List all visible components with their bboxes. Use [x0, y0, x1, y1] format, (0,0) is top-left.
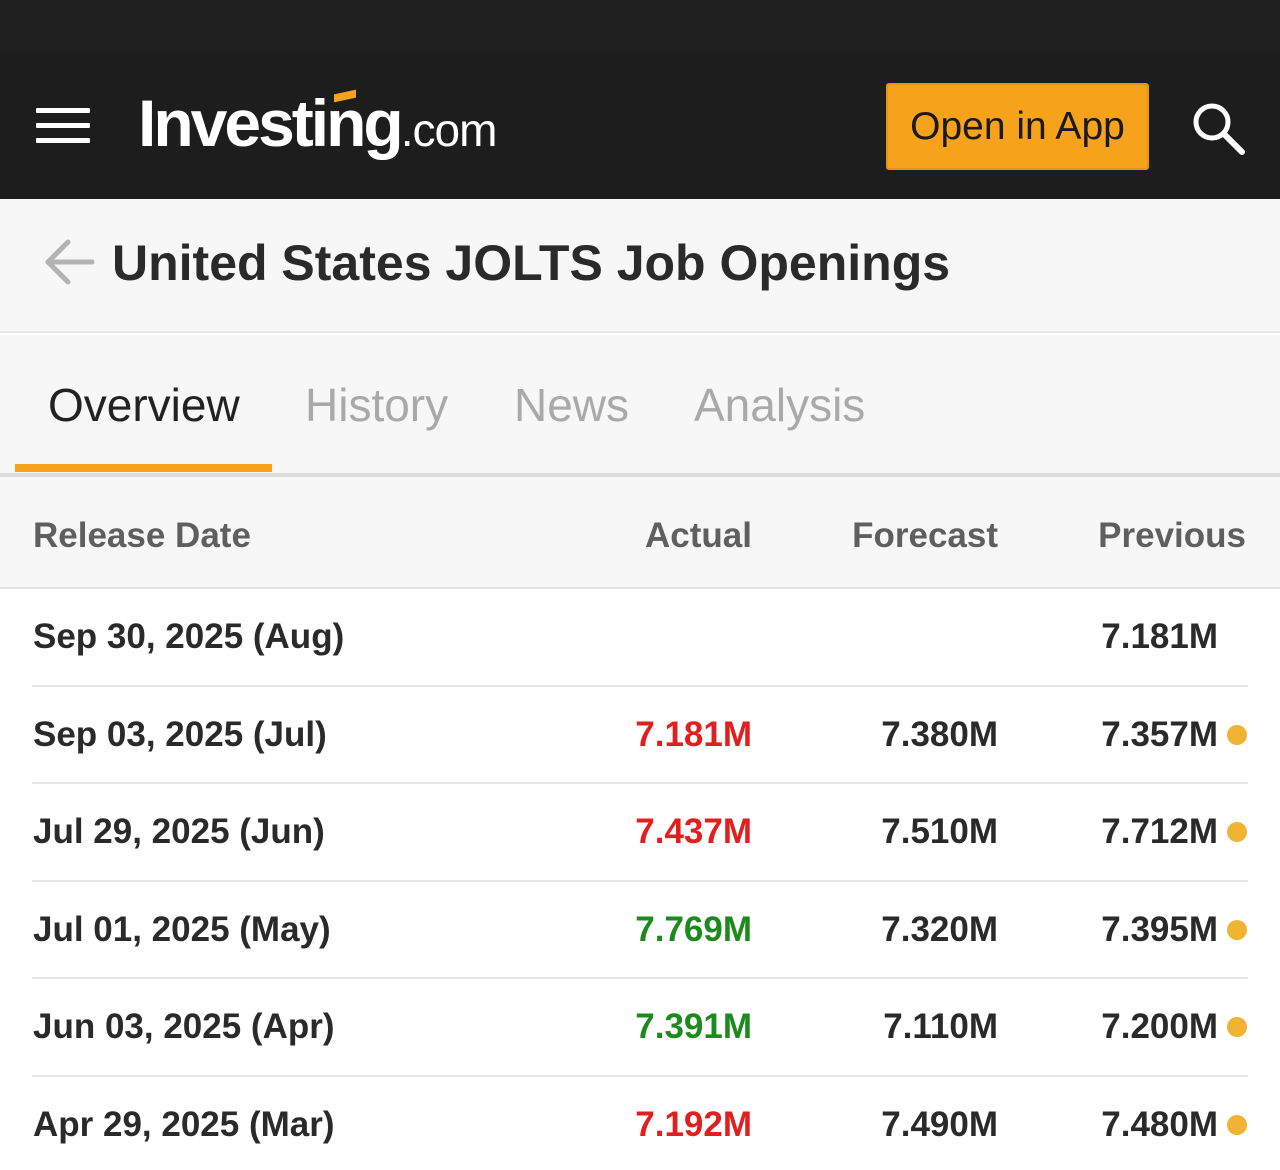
forecast-cell: 7.110M [883, 1007, 998, 1047]
header-actual[interactable]: Actual [645, 516, 752, 555]
table-body: Sep 30, 2025 (Aug) 7.181M Sep 03, 2025 (… [0, 589, 1280, 1170]
tab-overview[interactable]: Overview [48, 379, 240, 431]
release-date-cell: Sep 30, 2025 (Aug) [33, 617, 345, 656]
previous-cell: 7.480M [1101, 1104, 1218, 1144]
table-row[interactable]: Sep 30, 2025 (Aug) 7.181M [0, 589, 1280, 687]
tab-divider [0, 473, 1280, 477]
revision-dot-icon [1227, 1017, 1247, 1038]
tab-news[interactable]: News [514, 379, 630, 431]
table-row[interactable]: Apr 29, 2025 (Mar) 7.192M 7.490M 7.480M [0, 1077, 1280, 1170]
actual-cell: 7.437M [635, 812, 752, 852]
actual-cell: 7.181M [635, 714, 752, 754]
tab-bar: Overview History News Analysis [0, 335, 1280, 485]
release-date-cell: Jul 29, 2025 (Jun) [33, 812, 325, 852]
previous-cell: 7.181M [1101, 617, 1218, 656]
table-row[interactable]: Jul 01, 2025 (May) 7.769M 7.320M 7.395M [0, 882, 1280, 980]
forecast-cell: 7.380M [881, 714, 998, 754]
logo[interactable]: Investing.com [138, 83, 498, 163]
header-release-date[interactable]: Release Date [33, 516, 251, 555]
release-date-cell: Sep 03, 2025 (Jul) [33, 714, 327, 754]
table-row[interactable]: Jun 03, 2025 (Apr) 7.391M 7.110M 7.200M [0, 979, 1280, 1077]
revision-dot-icon [1227, 822, 1247, 843]
forecast-cell: 7.510M [881, 812, 998, 852]
actual-cell: 7.391M [635, 1007, 752, 1047]
forecast-cell: 7.320M [881, 909, 998, 949]
revision-dot-icon [1227, 1114, 1247, 1135]
release-date-cell: Apr 29, 2025 (Mar) [33, 1104, 335, 1144]
previous-cell: 7.712M [1101, 812, 1218, 852]
revision-dot-icon [1227, 919, 1247, 940]
logo-main: Investing [138, 86, 404, 160]
table-header: Release Date Actual Forecast Previous [0, 485, 1280, 589]
menu-icon[interactable] [36, 108, 90, 144]
tab-analysis[interactable]: Analysis [694, 379, 866, 431]
active-tab-indicator [15, 464, 272, 472]
actual-cell: 7.192M [635, 1104, 752, 1144]
top-nav: Investing.com Open in App [0, 53, 1280, 199]
actual-cell: 7.769M [635, 909, 752, 949]
search-icon[interactable] [1190, 100, 1246, 156]
logo-suffix: .com [400, 104, 498, 156]
table-row[interactable]: Jul 29, 2025 (Jun) 7.437M 7.510M 7.712M [0, 784, 1280, 882]
previous-cell: 7.200M [1101, 1007, 1218, 1047]
release-date-cell: Jun 03, 2025 (Apr) [33, 1007, 335, 1047]
title-bar: United States JOLTS Job Openings [0, 199, 1280, 333]
tab-history[interactable]: History [305, 379, 449, 431]
table-row[interactable]: Sep 03, 2025 (Jul) 7.181M 7.380M 7.357M [0, 687, 1280, 785]
status-bar [0, 0, 1280, 53]
revision-dot-icon [1227, 724, 1247, 745]
release-date-cell: Jul 01, 2025 (May) [33, 909, 331, 949]
previous-cell: 7.357M [1101, 714, 1218, 754]
open-in-app-button[interactable]: Open in App [886, 83, 1149, 170]
header-forecast[interactable]: Forecast [852, 516, 998, 555]
forecast-cell: 7.490M [881, 1104, 998, 1144]
header-previous[interactable]: Previous [1098, 516, 1246, 555]
back-arrow-icon[interactable] [44, 237, 96, 287]
page-title: United States JOLTS Job Openings [112, 235, 951, 291]
previous-cell: 7.395M [1101, 909, 1218, 949]
